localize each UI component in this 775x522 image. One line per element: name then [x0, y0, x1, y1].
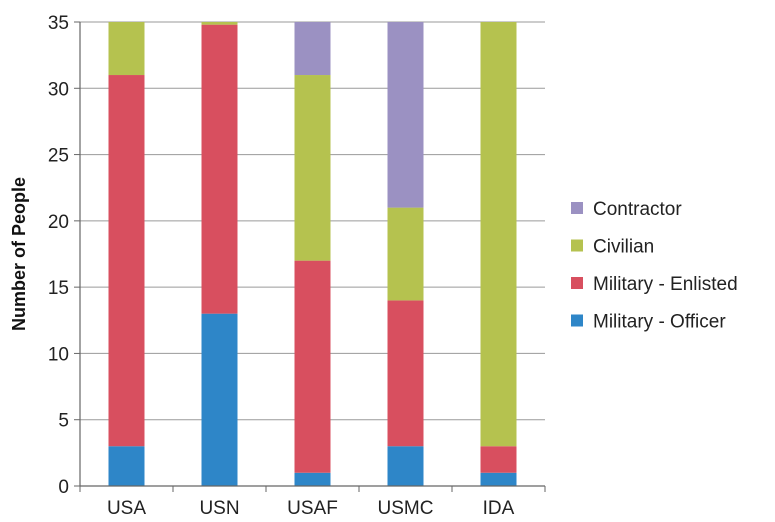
bar-segment-ida-military-officer	[480, 472, 517, 486]
y-tick-label: 20	[48, 212, 69, 233]
bar-segment-usmc-civilian	[387, 207, 424, 301]
bar-segment-usn-military-enlisted	[201, 24, 238, 314]
legend-swatch	[571, 314, 583, 327]
legend-label: Military - Enlisted	[593, 274, 738, 295]
y-tick-label: 15	[48, 278, 69, 299]
legend-swatch	[571, 277, 583, 289]
bars	[108, 22, 517, 486]
bar-segment-usa-military-enlisted	[108, 75, 145, 447]
x-tick-label: USA	[107, 498, 146, 519]
legend: Contractor Civilian Military - Enlisted Mil…	[571, 199, 738, 333]
bar-segment-usmc-military-officer	[387, 446, 424, 486]
bar-segment-usmc-military-enlisted	[387, 300, 424, 447]
bar-segment-usaf-military-officer	[294, 472, 331, 486]
legend-label: Military - Officer	[593, 312, 726, 333]
bar-segment-ida-civilian	[480, 22, 517, 447]
x-tick-label: USMC	[378, 498, 434, 519]
bar-segment-usa-military-officer	[108, 446, 145, 486]
legend-label: Civilian	[593, 237, 654, 258]
y-tick-label: 5	[58, 411, 69, 432]
legend-swatch	[571, 202, 583, 214]
y-axis-ticks: 0 5 10 15 20 25 30 35	[48, 13, 80, 498]
x-axis-ticks: USA USN USAF USMC IDA	[79, 486, 546, 519]
y-tick-label: 10	[48, 344, 69, 365]
bar-segment-usaf-military-enlisted	[294, 260, 331, 473]
y-tick-label: 35	[48, 13, 69, 34]
bar-segment-usmc-contractor	[387, 22, 424, 208]
y-tick-label: 30	[48, 79, 69, 100]
bar-segment-ida-military-enlisted	[480, 446, 517, 473]
x-tick-label: USAF	[287, 498, 338, 519]
y-tick-label: 25	[48, 146, 69, 167]
bar-segment-usaf-contractor	[294, 22, 331, 76]
y-axis-label: Number of People	[9, 177, 29, 331]
legend-label: Contractor	[593, 199, 682, 220]
x-tick-label: USN	[199, 498, 239, 519]
x-tick-label: IDA	[483, 498, 515, 519]
bar-segment-usaf-civilian	[294, 75, 331, 261]
bar-segment-usn-military-officer	[201, 313, 238, 486]
y-tick-label: 0	[58, 477, 69, 498]
legend-swatch	[571, 239, 583, 252]
bar-segment-usn-civilian	[201, 22, 238, 25]
bar-segment-usa-civilian	[108, 22, 145, 76]
